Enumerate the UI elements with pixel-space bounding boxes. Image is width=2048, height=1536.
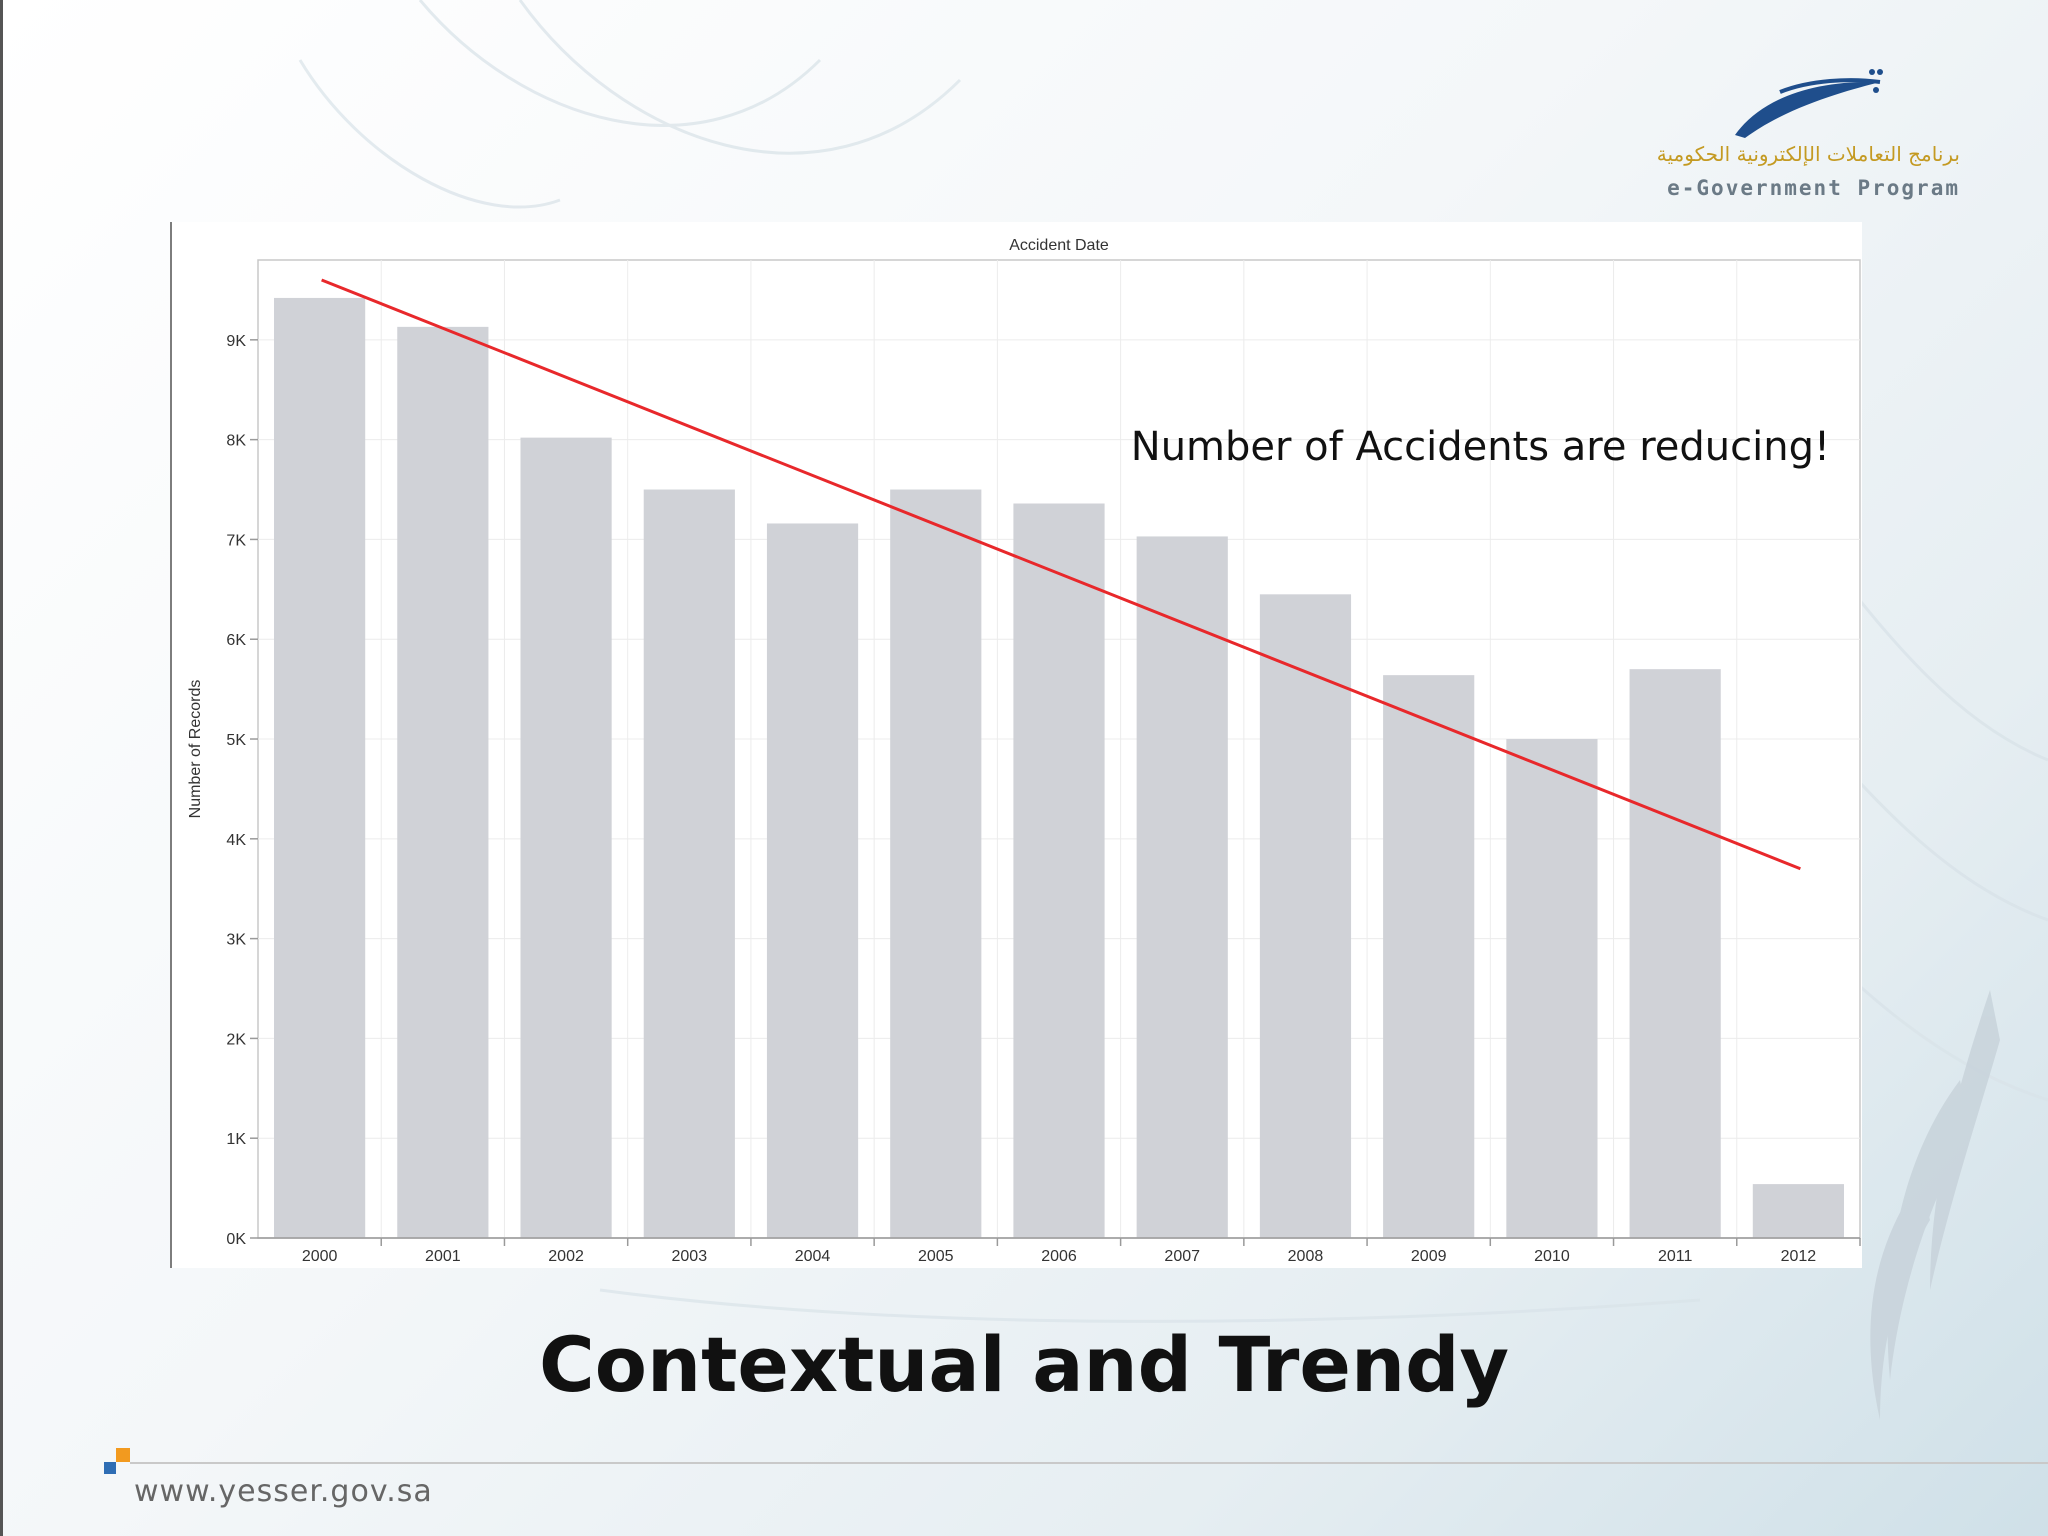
bar	[1506, 739, 1598, 1238]
slide-left-border	[0, 0, 3, 1536]
logo-english-text: e-Government Program	[1667, 176, 1960, 200]
egov-logo: برنامج التعاملات الإلكترونية الحكومية e-…	[1640, 60, 1970, 210]
x-tick-label: 2000	[302, 1248, 338, 1265]
bar	[520, 437, 612, 1239]
bar	[1013, 503, 1105, 1238]
footer-orange-square-icon	[116, 1448, 130, 1462]
bar	[274, 297, 366, 1238]
bar	[397, 326, 489, 1238]
y-tick-label: 4K	[226, 832, 246, 849]
bar	[643, 489, 735, 1238]
x-tick-label: 2004	[795, 1248, 831, 1265]
bar	[890, 489, 982, 1238]
footer-divider	[130, 1462, 2048, 1464]
bar	[1752, 1184, 1844, 1238]
y-tick-label: 5K	[226, 732, 246, 749]
x-tick-label: 2009	[1411, 1248, 1447, 1265]
y-tick-label: 9K	[226, 333, 246, 350]
bar	[1383, 675, 1475, 1238]
y-tick-label: 6K	[226, 632, 246, 649]
footer-blue-square-icon	[104, 1462, 116, 1474]
x-tick-label: 2008	[1288, 1248, 1324, 1265]
x-tick-label: 2005	[918, 1248, 954, 1265]
y-tick-label: 7K	[226, 532, 246, 549]
x-tick-label: 2002	[548, 1248, 584, 1265]
bar	[1629, 669, 1721, 1238]
y-tick-label: 2K	[226, 1031, 246, 1048]
bar	[766, 523, 859, 1238]
x-tick-label: 2001	[425, 1248, 461, 1265]
slide-title: Contextual and Trendy	[538, 1320, 1510, 1409]
chart-title: Accident Date	[1009, 237, 1109, 254]
x-tick-label: 2012	[1781, 1248, 1817, 1265]
trend-annotation: Number of Accidents are reducing!	[1131, 424, 1830, 470]
trend-line	[321, 278, 1801, 871]
x-tick-label: 2007	[1164, 1248, 1200, 1265]
footer-url[interactable]: www.yesser.gov.sa	[134, 1474, 433, 1509]
x-tick-label: 2011	[1658, 1248, 1693, 1265]
x-tick-label: 2006	[1041, 1248, 1077, 1265]
y-tick-label: 3K	[226, 932, 246, 949]
y-tick-label: 8K	[226, 433, 246, 450]
logo-swoosh-icon	[1735, 69, 1883, 138]
bar	[1136, 536, 1228, 1238]
y-tick-label: 1K	[226, 1131, 246, 1148]
bar	[1259, 594, 1352, 1238]
y-axis-label: Number of Records	[187, 680, 204, 819]
chart-panel-edge	[170, 222, 172, 1268]
logo-arabic-text: برنامج التعاملات الإلكترونية الحكومية	[1656, 142, 1960, 166]
x-tick-label: 2003	[672, 1248, 708, 1265]
y-tick-label: 0K	[226, 1231, 246, 1248]
x-tick-label: 2010	[1534, 1248, 1570, 1265]
